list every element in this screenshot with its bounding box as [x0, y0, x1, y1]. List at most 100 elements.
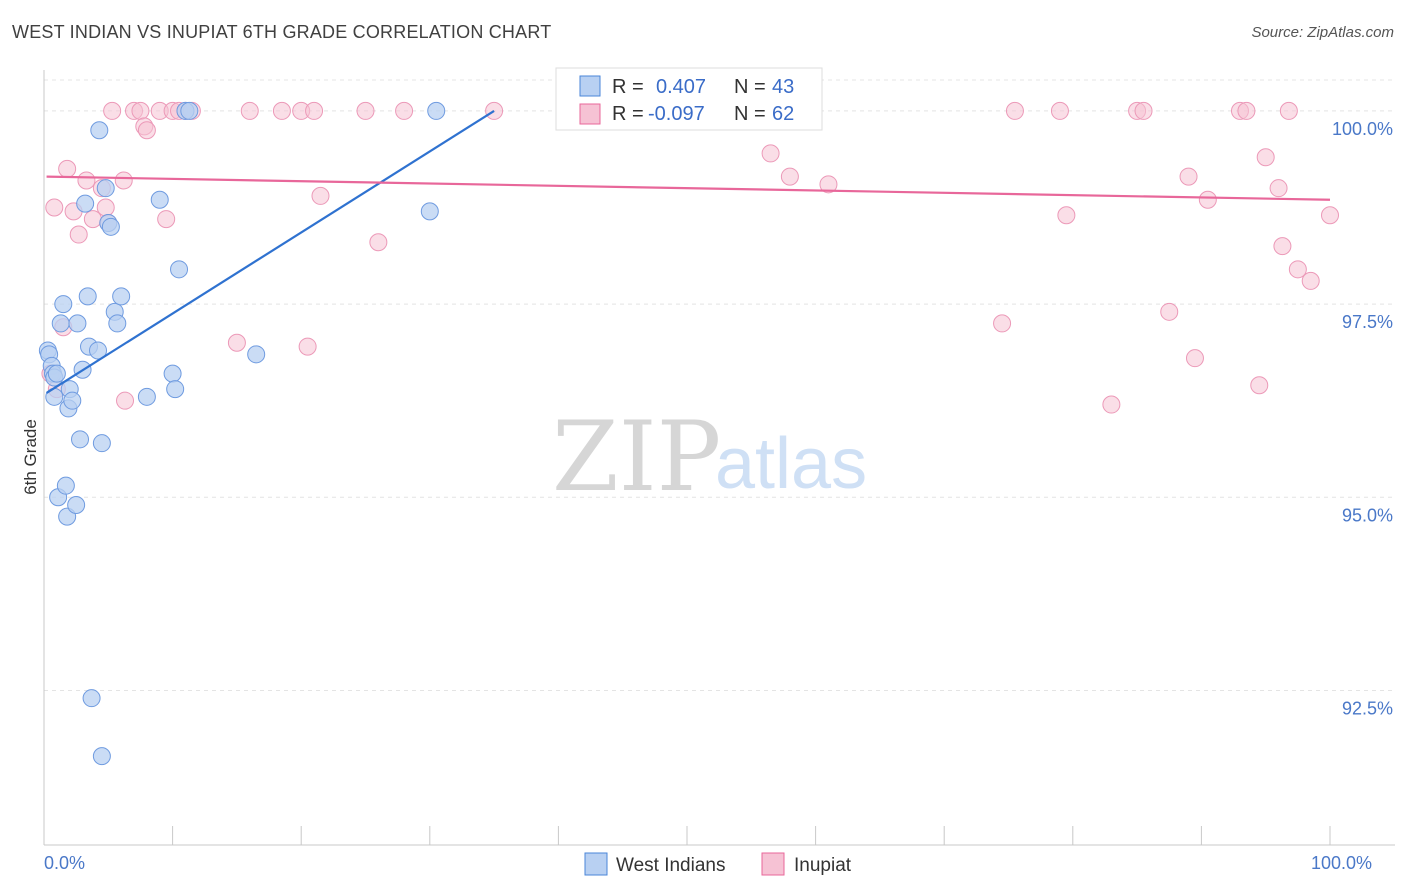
inupiat-point [272, 101, 291, 120]
series-legend: West Indians Inupiat [584, 852, 852, 876]
west-indians-point [247, 345, 266, 364]
west-indians-point [427, 101, 446, 120]
legend-label-inupiat: Inupiat [794, 855, 852, 876]
inupiat-point [114, 171, 133, 190]
west-indians-point [101, 217, 120, 236]
inupiat-point [1057, 206, 1076, 225]
inupiat-point [69, 225, 88, 244]
inupiat-point [137, 121, 156, 140]
west-indians-point [68, 314, 87, 333]
y-tick-label: 97.5% [1342, 312, 1393, 332]
inupiat-point [1160, 302, 1179, 321]
watermark-atlas: atlas [715, 424, 867, 504]
west-indians-point [56, 476, 75, 495]
inupiat-point [131, 101, 150, 120]
inupiat-point [1102, 395, 1121, 414]
inupiat-point [45, 198, 64, 217]
west-indians-point [180, 101, 199, 120]
inupiat-point [1050, 101, 1069, 120]
n-value-pink: 62 [772, 103, 794, 125]
inupiat-point [1288, 260, 1307, 279]
inupiat-point [761, 144, 780, 163]
legend-swatch-west-indians [584, 852, 608, 876]
inupiat-points [41, 101, 1339, 414]
inupiat-point [58, 159, 77, 178]
inupiat-point [1250, 376, 1269, 395]
n-label-blue: N = [734, 76, 766, 98]
n-value-blue: 43 [772, 76, 794, 98]
r-value-blue: 0.407 [656, 76, 706, 98]
legend-swatch-inupiat [761, 852, 785, 876]
y-tick-label: 92.5% [1342, 698, 1393, 718]
stats-legend: R = 0.407 N = 43 R = -0.097 N = 62 [555, 67, 823, 131]
trend-lines [45, 109, 1331, 394]
inupiat-point [103, 101, 122, 120]
west-indians-point [96, 179, 115, 198]
inupiat-point [1179, 167, 1198, 186]
r-label-blue: R = [612, 76, 644, 98]
west-indians-point [170, 260, 189, 279]
inupiat-point [96, 198, 115, 217]
inupiat-point [1005, 101, 1024, 120]
west-indians-point [92, 747, 111, 766]
inupiat-point [1256, 148, 1275, 167]
inupiat-point [1321, 206, 1339, 225]
source-label: Source: ZipAtlas.com [1251, 24, 1394, 41]
west-indians-point [76, 194, 95, 213]
west-indians-point [112, 287, 131, 306]
inupiat-point [227, 333, 246, 352]
inupiat-point [780, 167, 799, 186]
inupiat-point [77, 171, 96, 190]
west-indians-point [137, 387, 156, 406]
y-tick-label: 100.0% [1332, 119, 1393, 139]
legend-label-west-indians: West Indians [616, 855, 725, 876]
west-indians-point [150, 190, 169, 209]
inupiat-point [1269, 179, 1288, 198]
west-indians-point [51, 314, 70, 333]
inupiat-point [819, 175, 838, 194]
y-tick-labels: 92.5% 95.0% 97.5% 100.0% [1332, 119, 1393, 719]
west-indians-point [63, 391, 82, 410]
stats-swatch-blue [579, 75, 601, 97]
inupiat-point [356, 101, 375, 120]
watermark-zip: ZIP [552, 401, 721, 513]
west-indians-trend-line [45, 109, 495, 394]
r-value-pink: -0.097 [648, 103, 705, 125]
west-indians-point [108, 314, 127, 333]
inupiat-point [993, 314, 1012, 333]
west-indians-point [71, 430, 90, 449]
inupiat-point [1237, 101, 1256, 120]
x-tick-marks [43, 826, 1331, 845]
inupiat-point [1185, 349, 1204, 368]
stats-swatch-pink [579, 103, 601, 125]
west-indians-point [89, 341, 108, 360]
inupiat-point [240, 101, 259, 120]
chart-title: WEST INDIAN VS INUPIAT 6TH GRADE CORRELA… [12, 22, 552, 42]
inupiat-point [395, 101, 414, 120]
west-indians-point [82, 689, 101, 708]
inupiat-point [1134, 101, 1153, 120]
n-label-pink: N = [734, 103, 766, 125]
inupiat-point [369, 233, 388, 252]
inupiat-point [1198, 190, 1217, 209]
west-indians-point [420, 202, 439, 221]
west-indians-point [54, 295, 73, 314]
west-indians-point [90, 121, 109, 140]
x-tick-label-max: 100.0% [1311, 853, 1372, 873]
inupiat-point [1273, 237, 1292, 256]
west-indians-point [47, 364, 66, 383]
inupiat-point [298, 337, 317, 356]
inupiat-point [116, 391, 135, 410]
inupiat-trend-line [46, 175, 1331, 201]
west-indians-point [67, 496, 86, 514]
inupiat-point [1301, 271, 1320, 290]
y-tick-label: 95.0% [1342, 505, 1393, 525]
inupiat-point [1279, 101, 1298, 120]
axes [43, 70, 1395, 846]
west-indians-point [163, 364, 182, 383]
inupiat-point [305, 101, 324, 120]
inupiat-point [157, 210, 176, 229]
y-axis-label: 6th Grade [21, 419, 40, 495]
west-indians-point [78, 287, 97, 306]
